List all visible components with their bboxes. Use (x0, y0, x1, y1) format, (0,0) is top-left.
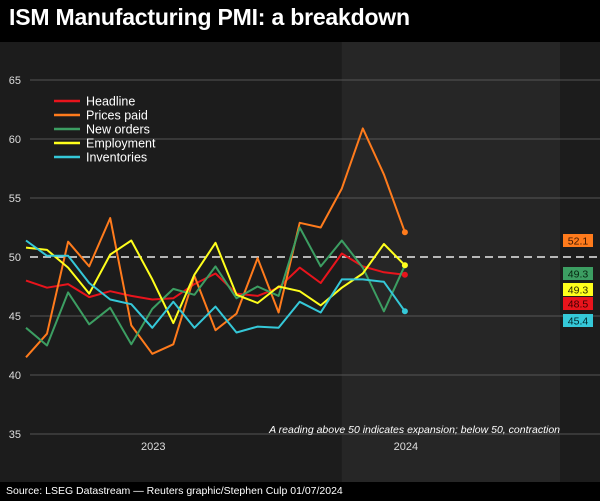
y-axis-ticks: 35 40 45 50 55 60 65 (9, 75, 21, 441)
end-label-value: 49.3 (568, 285, 589, 297)
end-dot-headline (401, 271, 408, 278)
series-lines (25, 127, 406, 358)
end-label-box (563, 267, 593, 280)
x-axis-ticks: 2023 2024 (141, 441, 418, 453)
series-line-employment (25, 239, 406, 325)
y-tick-label: 35 (9, 429, 21, 441)
source-bar: Source: LSEG Datastream — Reuters graphi… (0, 482, 600, 501)
y-tick-label: 65 (9, 75, 21, 87)
end-dot-inventories (401, 308, 408, 315)
y-tick-label: 40 (9, 370, 21, 382)
end-label-box (563, 234, 593, 247)
shaded-2024-region (341, 42, 560, 482)
source-note: Source: LSEG Datastream — Reuters graphi… (6, 485, 343, 497)
end-dot-prices-paid (401, 229, 408, 236)
end-label-box (563, 297, 593, 310)
legend-label: New orders (86, 123, 150, 137)
end-label-value: 49.3 (568, 269, 589, 281)
end-dots (401, 229, 408, 315)
legend-label: Prices paid (86, 109, 148, 123)
end-label-value: 52.1 (568, 236, 589, 248)
chart-panel: 35 40 45 50 55 60 65 52.1 49.3 49.3 48.5 45.4 Head… (0, 42, 600, 482)
x-tick-label: 2024 (394, 441, 418, 453)
legend-label: Employment (86, 137, 156, 151)
end-value-labels: 52.1 49.3 49.3 48.5 45.4 (563, 234, 593, 328)
annotation: A reading above 50 indicates expansion; … (268, 424, 560, 436)
end-label-box (563, 283, 593, 296)
legend-label: Inventories (86, 151, 147, 165)
y-tick-label: 55 (9, 193, 21, 205)
end-label-value: 48.5 (568, 299, 589, 311)
y-tick-label: 45 (9, 311, 21, 323)
legend-label: Headline (86, 95, 135, 109)
y-tick-label: 60 (9, 134, 21, 146)
gridlines (30, 79, 600, 435)
y-tick-label: 50 (9, 252, 21, 264)
end-label-value: 45.4 (568, 316, 589, 328)
series-line-new-orders (25, 226, 406, 347)
chart-title: ISM Manufacturing PMI: a breakdown (9, 4, 410, 30)
series-line-headline (25, 252, 406, 301)
end-dot-employment (401, 262, 408, 269)
series-line-inventories (25, 239, 406, 334)
x-tick-label: 2023 (141, 441, 165, 453)
end-label-box (563, 314, 593, 327)
series-line-prices-paid (25, 127, 406, 358)
